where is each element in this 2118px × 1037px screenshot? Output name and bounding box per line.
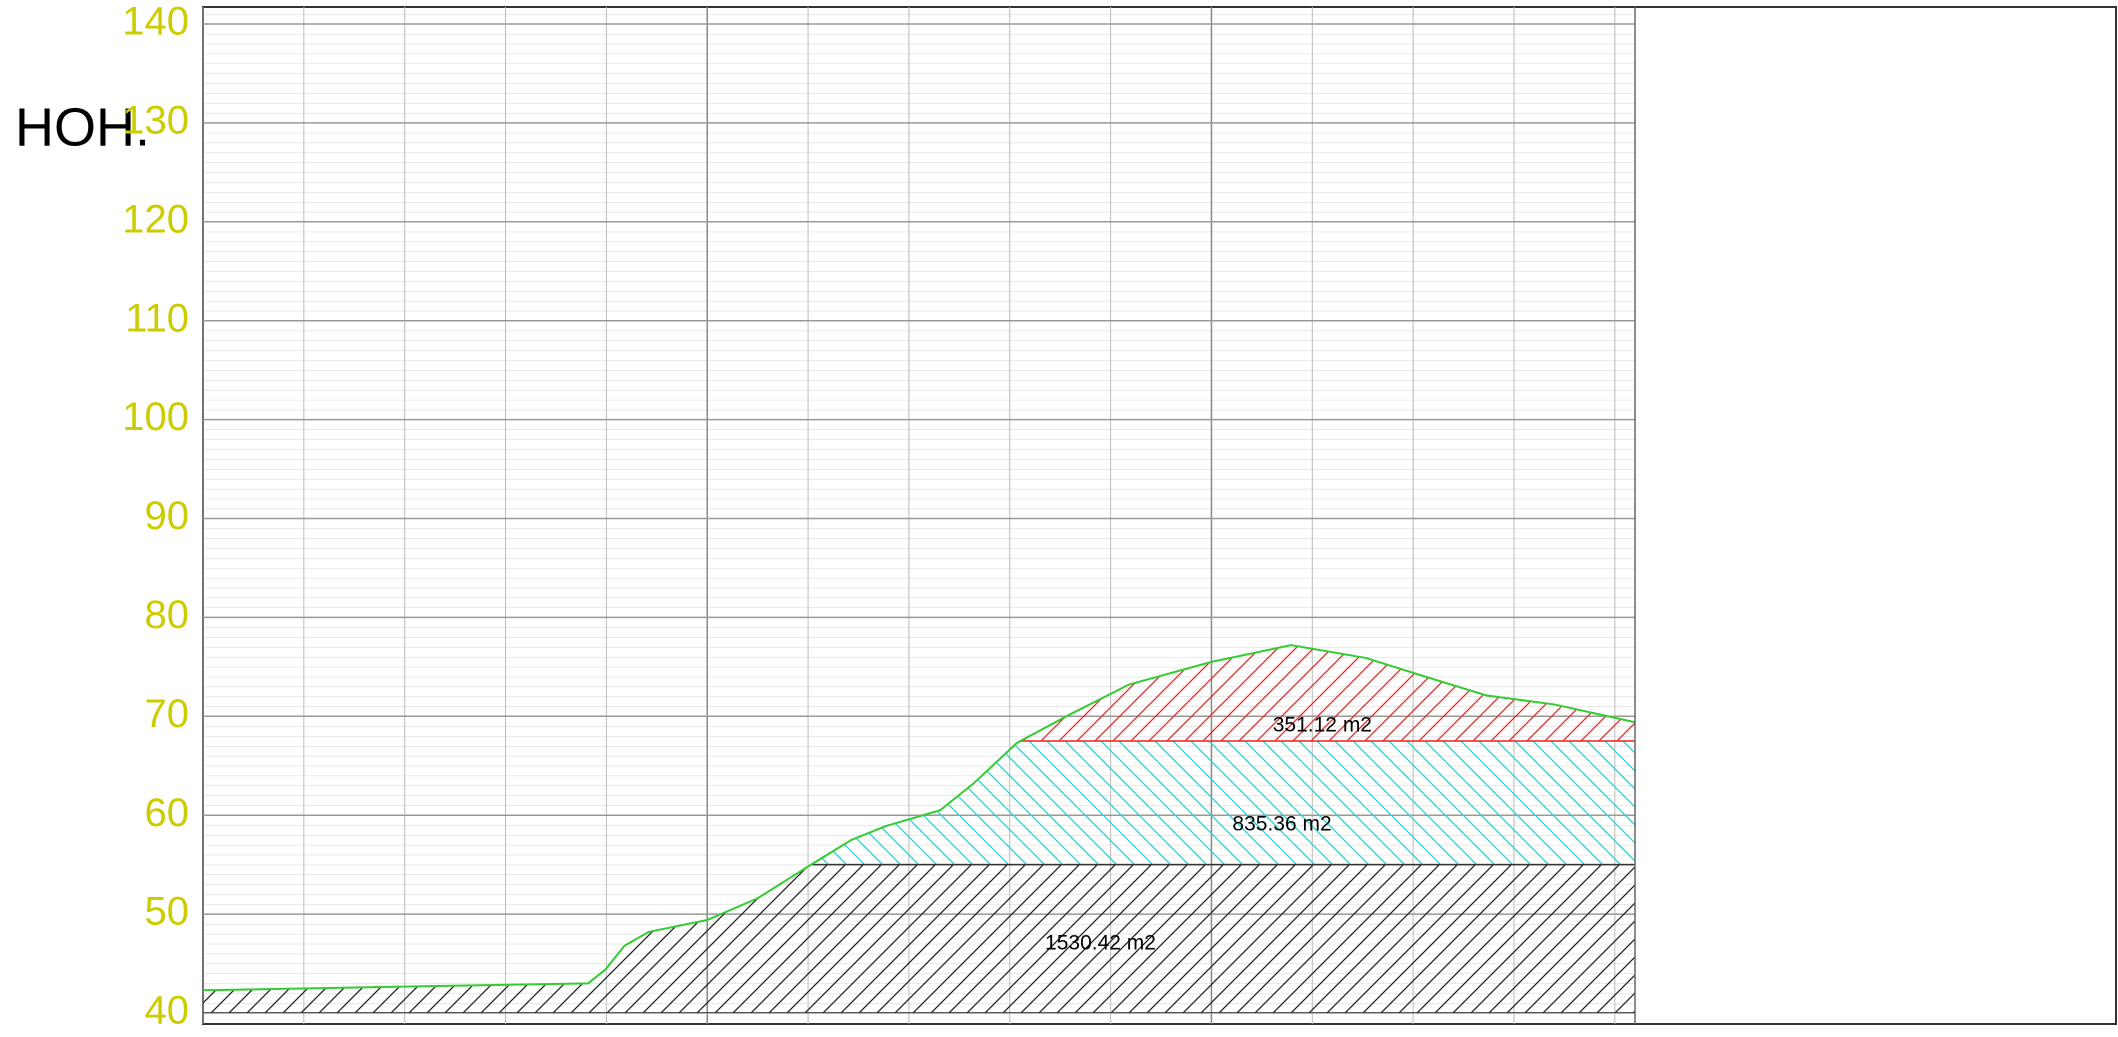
- y-tick-label: 60: [145, 791, 190, 835]
- y-tick-label: 40: [145, 989, 190, 1033]
- y-tick-label: 100: [122, 395, 189, 439]
- area-label: 1530.42 m2: [1045, 931, 1156, 954]
- y-tick-label: 80: [145, 593, 190, 637]
- y-tick-label: 70: [145, 692, 190, 736]
- y-tick-label: 140: [122, 0, 189, 44]
- y-tick-label: 90: [145, 494, 190, 538]
- y-tick-label: 120: [122, 197, 189, 241]
- area-label: 835.36 m2: [1232, 813, 1331, 836]
- y-axis-label: HOH.: [15, 97, 150, 157]
- area-label: 351.12 m2: [1273, 714, 1372, 737]
- ground-line: [202, 644, 1636, 992]
- y-tick-label: 50: [145, 890, 190, 934]
- y-tick-label: 130: [122, 98, 189, 142]
- y-tick-label: 110: [125, 296, 189, 340]
